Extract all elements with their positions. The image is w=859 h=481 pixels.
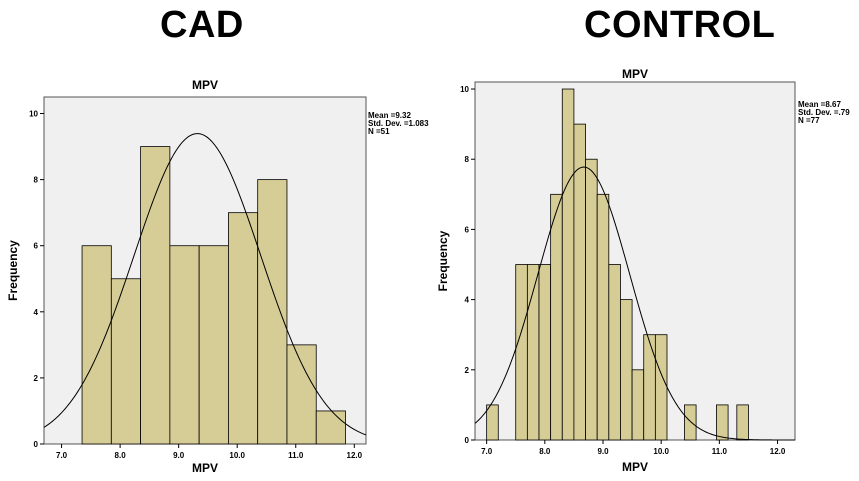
- chart1-bar-1: [110, 278, 141, 445]
- chart1-bar-4: [198, 245, 229, 445]
- chart1-xtick-label-4: 11.0: [288, 451, 304, 460]
- chart1-ytick-label-2: 4: [34, 308, 39, 317]
- chart2-stats-line-2: N =77: [798, 116, 820, 125]
- chart1-stats-line-1: Std. Dev. =1.083: [368, 119, 429, 128]
- chart1-normal-curve: [43, 133, 367, 436]
- chart1-bar-0: [81, 245, 112, 445]
- chart2-normal-curve: [474, 166, 795, 441]
- chart2-ylabel: Frequency: [436, 230, 450, 291]
- chart2-xlabel: MPV: [622, 460, 648, 474]
- chart2-xtick-label-0: 7.0: [481, 447, 493, 456]
- chart1-ytick-label-5: 10: [29, 110, 38, 119]
- chart2-bar-18: [736, 404, 749, 441]
- chart1-xtick-label-3: 10.0: [229, 451, 245, 460]
- chart1-ylabel: Frequency: [6, 240, 20, 301]
- chart2-stats-line-1: Std. Dev. =.79: [798, 108, 850, 117]
- chart2-bar-0: [486, 404, 499, 441]
- chart2-bar-7: [561, 88, 575, 441]
- chart2-ytick-label-1: 2: [465, 366, 470, 375]
- chart1-xlabel: MPV: [192, 461, 218, 475]
- chart2-bar-12: [620, 299, 633, 441]
- control-heading: CONTROL: [584, 4, 776, 46]
- chart2-bar-15: [654, 334, 668, 441]
- chart1-stats-line-2: N =51: [368, 127, 390, 136]
- chart1-bar-7: [286, 344, 317, 445]
- chart1-title: MPV: [192, 78, 218, 92]
- chart2-ytick-label-2: 4: [465, 296, 470, 305]
- chart2-bar-10: [596, 193, 610, 441]
- chart2-xtick-label-3: 10.0: [653, 447, 669, 456]
- chart2-title: MPV: [622, 67, 648, 81]
- chart1-xtick-label-0: 7.0: [56, 451, 68, 460]
- chart2-bar-9: [585, 158, 598, 441]
- chart1-bar-2: [140, 146, 171, 445]
- chart1-bar-3: [169, 245, 200, 445]
- chart2-bar-5: [538, 264, 552, 441]
- chart2-xtick-label-5: 12.0: [770, 447, 786, 456]
- chart1-ytick-label-1: 2: [34, 374, 39, 383]
- chart1-bar-8: [315, 410, 346, 445]
- chart2-ytick-label-5: 10: [460, 85, 469, 94]
- chart2-bar-17: [716, 404, 729, 441]
- chart1-bar-5: [228, 212, 259, 445]
- chart2-ytick-label-3: 6: [465, 225, 470, 234]
- chart2-bar-3: [515, 264, 528, 441]
- chart2-bar-11: [608, 264, 621, 441]
- cad-heading: CAD: [160, 4, 244, 46]
- chart1-xtick-label-5: 12.0: [347, 451, 363, 460]
- chart1-stats-line-0: Mean =9.32: [368, 111, 411, 120]
- chart2-xtick-label-4: 11.0: [712, 447, 728, 456]
- chart1-ytick-label-0: 0: [34, 440, 39, 449]
- chart2-ytick-label-0: 0: [465, 436, 470, 445]
- chart2-xtick-label-1: 8.0: [539, 447, 551, 456]
- chart1-ytick-label-3: 6: [34, 242, 39, 251]
- chart2-bar-6: [550, 193, 563, 441]
- chart1-xtick-label-1: 8.0: [115, 451, 127, 460]
- chart2-bar-16: [684, 404, 697, 441]
- chart1-bar-6: [257, 179, 288, 445]
- chart1-xtick-label-2: 9.0: [173, 451, 185, 460]
- chart2-xtick-label-2: 9.0: [597, 447, 609, 456]
- chart2-ytick-label-4: 8: [465, 155, 470, 164]
- chart1-ytick-label-4: 8: [34, 176, 39, 185]
- chart2-bar-14: [643, 334, 656, 441]
- chart2-bar-13: [631, 369, 645, 441]
- chart2-stats-line-0: Mean =8.67: [798, 100, 841, 109]
